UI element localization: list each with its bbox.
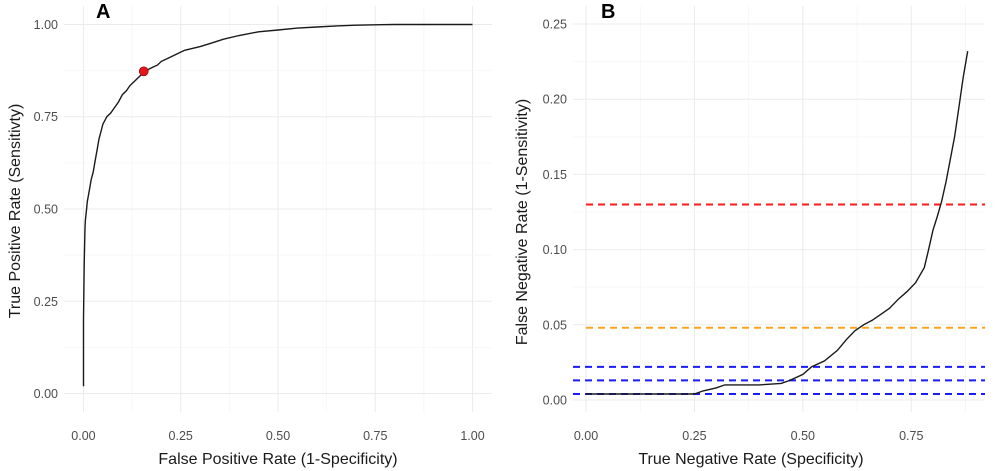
panel-b-x-tick-label: 0.00 <box>574 429 598 443</box>
panel-a-x-axis-title: False Positive Rate (1-Specificity) <box>158 451 397 468</box>
panel-a-y-tick-label: 0.75 <box>34 110 58 124</box>
panel-b-y-ticks: 0.00 0.05 0.10 0.15 0.20 0.25 <box>543 18 567 408</box>
panel-b-x-tick-label: 0.75 <box>899 429 923 443</box>
panel-b-y-tick-label: 0.10 <box>543 243 567 257</box>
panel-b-label: B <box>601 1 615 23</box>
panel-b-y-axis-title: False Negative Rate (1-Sensitivity) <box>514 99 531 345</box>
panel-b-x-ticks: 0.00 0.25 0.50 0.75 <box>574 429 924 443</box>
panel-b-x-axis-title: True Negative Rate (Specificity) <box>638 451 863 468</box>
panel-b-y-tick-label: 0.15 <box>543 168 567 182</box>
panel-a-label: A <box>96 1 110 23</box>
panel-b-y-tick-label: 0.20 <box>543 93 567 107</box>
panel-a-x-tick-label: 0.50 <box>266 429 290 443</box>
panel-b-fnr-tnr: 0.00 0.05 0.10 0.15 0.20 0.25 0.00 0.25 0.50 0.7… <box>514 1 985 468</box>
panel-b-curve-line <box>586 50 969 395</box>
panel-b-x-tick-label: 0.25 <box>682 429 706 443</box>
panel-a-optimal-point <box>138 66 149 77</box>
panel-a-y-tick-label: 1.00 <box>34 18 58 32</box>
panel-a-series <box>82 23 473 387</box>
panel-b-y-tick-label: 0.00 <box>543 393 567 407</box>
panel-a-y-axis-title: True Positive Rate (Sensitivty) <box>7 104 24 319</box>
panel-b-x-tick-label: 0.50 <box>791 429 815 443</box>
panel-a-x-tick-label: 0.75 <box>363 429 387 443</box>
panel-a-roc: 0.00 0.25 0.50 0.75 1.00 0.00 0.25 0.50 0.75 1.0… <box>7 1 492 468</box>
panel-a-y-tick-label: 0.00 <box>34 387 58 401</box>
panel-a-y-tick-label: 0.25 <box>34 295 58 309</box>
panel-a-y-tick-label: 0.50 <box>34 203 58 217</box>
panel-a-gridlines <box>64 6 492 412</box>
panel-b-reference-lines <box>573 203 985 395</box>
panel-b-y-tick-label: 0.25 <box>543 18 567 32</box>
panel-b-gridlines <box>573 6 985 412</box>
panel-a-x-tick-label: 0.25 <box>169 429 193 443</box>
panel-a-x-ticks: 0.00 0.25 0.50 0.75 1.00 <box>71 429 484 443</box>
panel-b-series <box>586 50 969 395</box>
panel-b-y-tick-label: 0.05 <box>543 318 567 332</box>
panel-a-x-tick-label: 0.00 <box>71 429 95 443</box>
panel-a-y-ticks: 0.00 0.25 0.50 0.75 1.00 <box>34 18 58 401</box>
panel-a-x-tick-label: 1.00 <box>460 429 484 443</box>
